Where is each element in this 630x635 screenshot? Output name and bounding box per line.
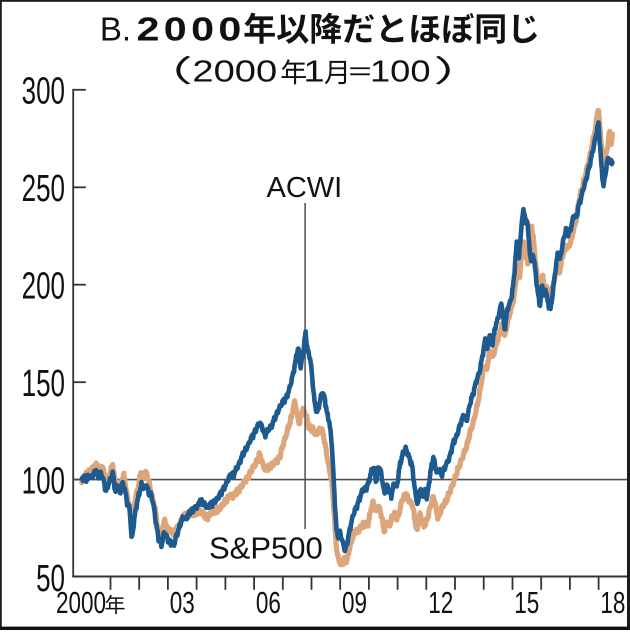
svg-text:09: 09: [342, 586, 367, 620]
svg-text:150: 150: [22, 362, 65, 404]
svg-text:2000: 2000: [192, 55, 277, 89]
svg-text:1: 1: [303, 55, 324, 89]
svg-text:12: 12: [428, 586, 453, 620]
svg-text:50: 50: [36, 557, 65, 599]
svg-text:2000: 2000: [137, 11, 246, 48]
svg-text:250: 250: [22, 167, 65, 209]
svg-text:03: 03: [170, 586, 195, 620]
svg-text:200: 200: [22, 265, 65, 307]
svg-text:15: 15: [514, 586, 539, 620]
svg-text:06: 06: [256, 586, 281, 620]
svg-text:100: 100: [370, 54, 430, 89]
svg-text:300: 300: [22, 70, 65, 112]
svg-text:B.: B.: [100, 11, 131, 48]
svg-text:2000: 2000: [56, 586, 106, 620]
svg-text:18: 18: [600, 586, 625, 620]
svg-text:S&P500: S&P500: [209, 530, 323, 565]
svg-text:ACWI: ACWI: [267, 172, 343, 204]
svg-text:100: 100: [22, 460, 65, 502]
